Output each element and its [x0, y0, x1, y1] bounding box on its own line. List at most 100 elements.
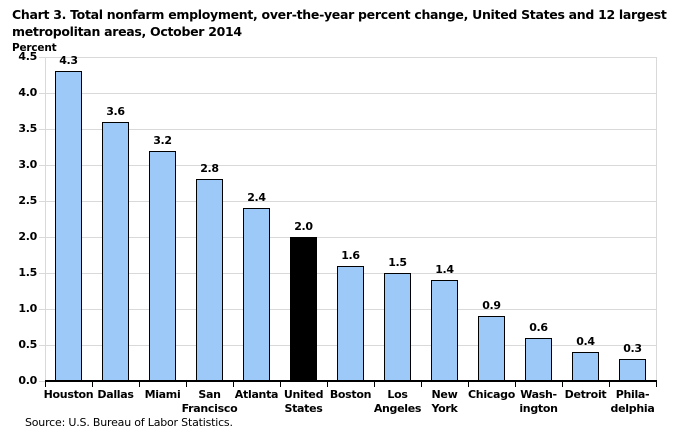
x-axis-label: Wash-ington — [508, 388, 570, 416]
gridline — [45, 56, 656, 58]
x-axis-tick — [45, 382, 46, 387]
x-axis-label-line: Francisco — [181, 402, 238, 415]
x-axis-label: Boston — [320, 388, 382, 402]
y-axis-tick-label: 1.5 — [18, 266, 37, 279]
x-axis-tick — [186, 382, 187, 387]
x-axis-label: Miami — [132, 388, 194, 402]
y-axis-tick — [39, 56, 45, 58]
y-axis-tick — [39, 380, 45, 382]
x-axis-label-line: Chicago — [468, 388, 515, 401]
x-axis-label: Detroit — [555, 388, 617, 402]
x-axis-label-line: Boston — [329, 388, 372, 401]
bar-washington — [525, 337, 552, 381]
bar-value-label: 2.8 — [200, 162, 219, 176]
chart-title-line1: Chart 3. Total nonfarm employment, over-… — [12, 7, 667, 22]
gridline — [45, 128, 656, 130]
plot-border-right — [656, 57, 657, 381]
bar-value-label: 0.9 — [482, 299, 501, 313]
x-axis-label: Dallas — [85, 388, 147, 402]
x-axis-tick — [139, 382, 140, 387]
bar-value-label: 3.2 — [153, 133, 172, 147]
y-axis-tick-label: 0.0 — [18, 374, 37, 387]
x-axis-label-line: Atlanta — [234, 388, 279, 401]
x-axis-label: United States — [273, 388, 335, 416]
x-axis-label-line: States — [284, 402, 323, 415]
x-axis-label: Houston — [38, 388, 100, 402]
x-axis-tick — [280, 382, 281, 387]
source-note: Source: U.S. Bureau of Labor Statistics. — [25, 416, 233, 429]
x-axis-label: Atlanta — [226, 388, 288, 402]
bar-houston — [55, 71, 82, 381]
x-axis-label-line: Miami — [144, 388, 181, 401]
x-axis-label-line: ington — [519, 402, 558, 415]
x-axis-tick — [515, 382, 516, 387]
x-axis-label: San Francisco — [179, 388, 241, 416]
x-axis-label-line: Houston — [43, 388, 94, 401]
y-axis-tick-label: 4.0 — [18, 86, 37, 99]
y-axis-tick — [39, 92, 45, 94]
x-axis-label-line: Phila- — [615, 388, 650, 401]
y-axis-tick-label: 1.0 — [18, 302, 37, 315]
y-axis-tick — [39, 236, 45, 238]
bar-value-label: 1.6 — [341, 248, 360, 262]
y-axis-tick — [39, 308, 45, 310]
x-axis-label: Chicago — [461, 388, 523, 402]
x-axis-label-line: Dallas — [97, 388, 134, 401]
chart-title: Chart 3. Total nonfarm employment, over-… — [12, 6, 672, 40]
bar-value-label: 2.0 — [294, 220, 313, 233]
y-axis-tick — [39, 164, 45, 166]
y-axis-tick-label: 3.5 — [18, 122, 37, 135]
y-axis-tick-label: 0.5 — [18, 338, 37, 351]
x-axis-label-line: New — [431, 388, 458, 401]
bar-value-label: 1.4 — [435, 263, 454, 277]
x-axis-tick — [233, 382, 234, 387]
bar-value-label: 3.6 — [106, 104, 125, 118]
x-axis-tick — [468, 382, 469, 387]
x-axis-tick — [421, 382, 422, 387]
x-axis-tick — [562, 382, 563, 387]
bar-los-angeles — [384, 273, 411, 381]
x-axis-label: New York — [414, 388, 476, 416]
x-axis-label-line: United — [283, 388, 324, 401]
x-axis-label: Phila-delphia — [602, 388, 664, 416]
y-axis-tick — [39, 272, 45, 274]
bar-value-label: 1.5 — [388, 256, 407, 269]
bar-new-york — [431, 280, 458, 381]
y-axis-tick — [39, 128, 45, 130]
bar-value-label: 4.3 — [59, 54, 78, 68]
x-axis-tick — [374, 382, 375, 387]
bar-united-states — [290, 237, 317, 381]
y-axis-tick — [39, 344, 45, 346]
bar-philadelphia — [619, 359, 646, 381]
gridline — [45, 200, 656, 202]
y-axis-unit-label: Percent — [12, 42, 57, 54]
x-axis-label-line: Los — [387, 388, 408, 401]
y-axis-tick-label: 2.0 — [18, 230, 37, 243]
y-axis-tick-label: 3.0 — [18, 158, 37, 171]
x-axis-label-line: Detroit — [564, 388, 607, 401]
x-axis-label: Los Angeles — [367, 388, 429, 416]
gridline — [45, 92, 656, 94]
y-axis-tick-label: 4.5 — [18, 50, 37, 63]
bar-value-label: 2.4 — [247, 191, 266, 205]
x-axis-tick — [327, 382, 328, 387]
bar-dallas — [102, 121, 129, 381]
bar-atlanta — [243, 208, 270, 381]
gridline — [45, 236, 656, 238]
y-axis-tick-label: 2.5 — [18, 194, 37, 207]
x-axis-label-line: delphia — [610, 402, 655, 415]
chart-title-line2: metropolitan areas, October 2014 — [12, 24, 242, 39]
plot-border-left — [45, 57, 46, 381]
y-axis-tick — [39, 200, 45, 202]
x-axis-tick — [656, 382, 657, 387]
bar-value-label: 0.3 — [623, 342, 642, 356]
bar-boston — [337, 265, 364, 381]
x-axis-tick — [609, 382, 610, 387]
bar-detroit — [572, 352, 599, 381]
bar-san-francisco — [196, 179, 223, 381]
bar-miami — [149, 150, 176, 381]
x-axis-label-line: York — [431, 402, 458, 415]
x-axis-tick — [92, 382, 93, 387]
